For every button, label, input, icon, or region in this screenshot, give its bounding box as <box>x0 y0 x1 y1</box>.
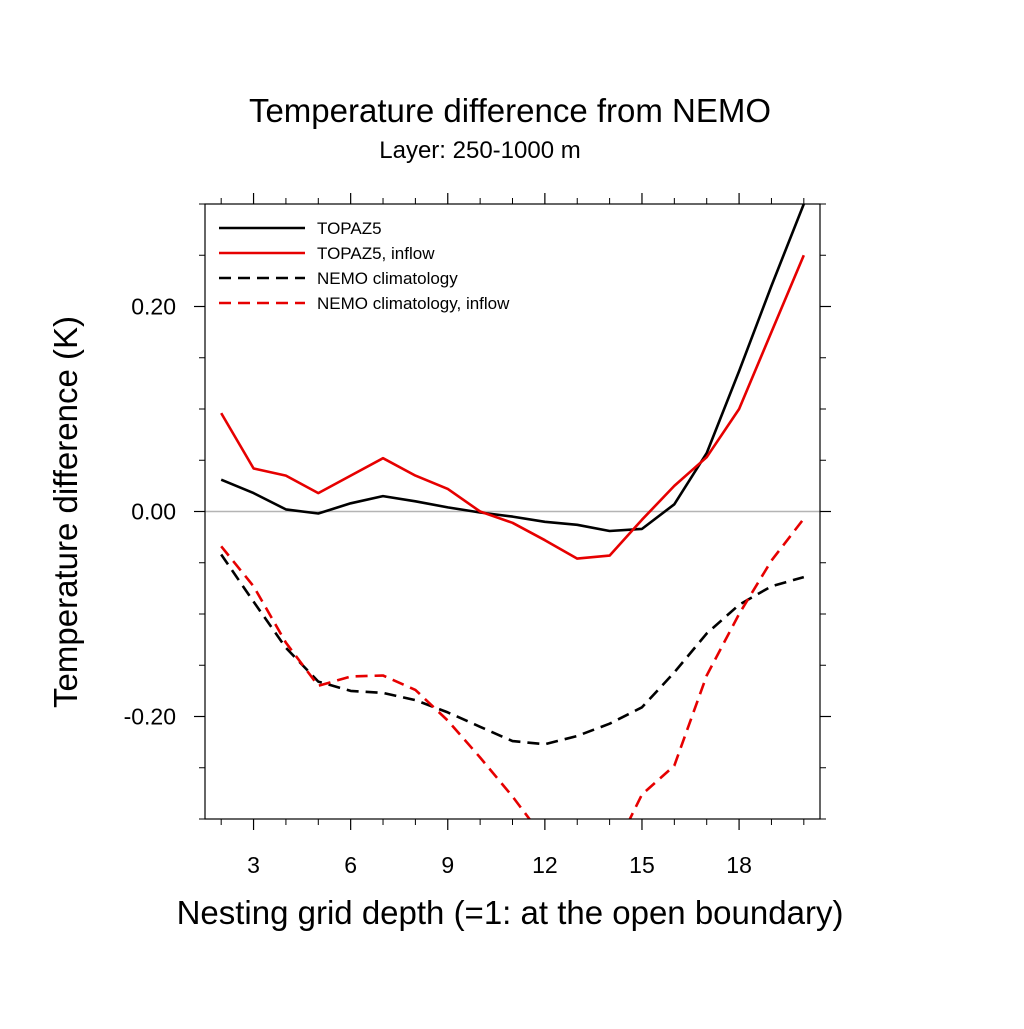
series-line-1 <box>220 204 806 533</box>
tick-labels: 3 6 9 12 15 18 -0.20 0.00 0.20 <box>124 294 752 879</box>
x-tick-label: 9 <box>441 852 454 878</box>
y-tick-label: 0.00 <box>131 499 176 525</box>
series-group <box>220 204 806 819</box>
x-tick-label: 12 <box>532 852 558 878</box>
x-tick-label: 15 <box>629 852 655 878</box>
y-tick-label: -0.20 <box>124 704 176 730</box>
legend: TOPAZ5 TOPAZ5, inflow NEMO climatology NEMO… <box>219 219 510 313</box>
series-line-2 <box>220 254 805 560</box>
legend-label: TOPAZ5, inflow <box>317 244 435 263</box>
x-tick-label: 18 <box>726 852 752 878</box>
chart-title: Temperature difference from NEMO <box>249 92 771 129</box>
legend-label: NEMO climatology <box>317 269 458 288</box>
y-tick-label: 0.20 <box>131 294 176 320</box>
legend-label: NEMO climatology, inflow <box>317 294 510 313</box>
chart-subtitle: Layer: 250-1000 m <box>379 137 580 164</box>
series-line-3 <box>220 553 805 746</box>
legend-label: TOPAZ5 <box>317 219 382 238</box>
x-axis-label: Nesting grid depth (=1: at the open boun… <box>177 894 844 931</box>
x-tick-label: 6 <box>344 852 357 878</box>
axis-ticks <box>194 193 831 830</box>
series-line-4 <box>220 517 805 819</box>
plot-area-frame <box>204 203 821 820</box>
y-axis-label: Temperature difference (K) <box>47 316 84 708</box>
x-tick-label: 3 <box>247 852 260 878</box>
